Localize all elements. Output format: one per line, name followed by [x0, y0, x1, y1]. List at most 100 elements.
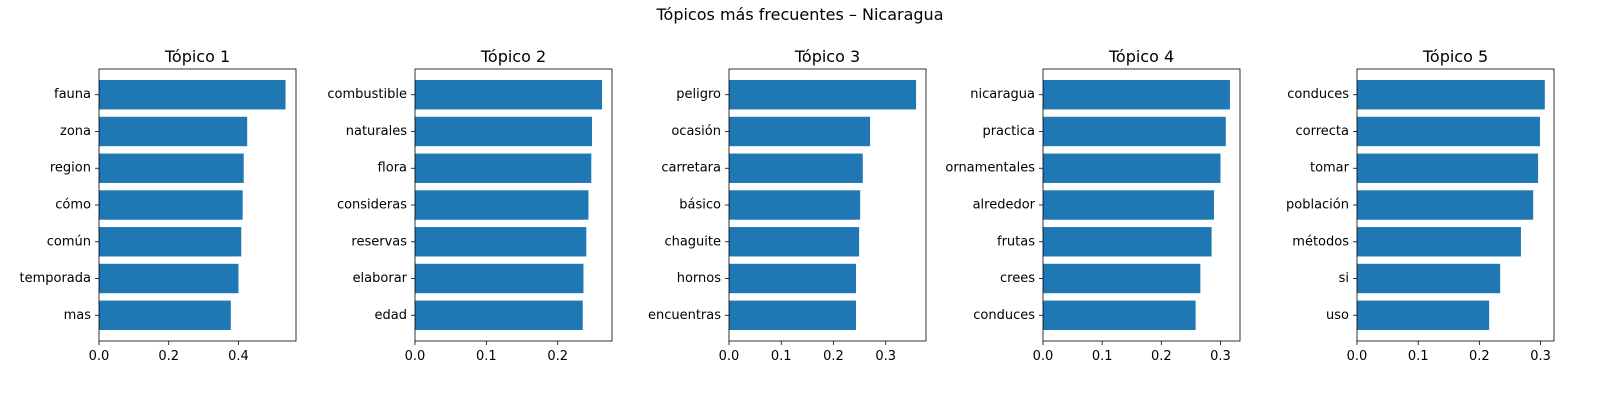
category-label: practica [982, 124, 1035, 139]
bar [1357, 263, 1501, 294]
bar [99, 300, 231, 330]
x-tick-label: 0.0 [719, 349, 740, 364]
subplot-1: fauna zona region cómo común temporada mas 0.0 0… [20, 47, 297, 364]
bar [1357, 116, 1540, 147]
x-tick-label: 0.2 [1151, 349, 1172, 364]
x-tick-label: 0.2 [1469, 349, 1490, 364]
category-label: ornamentales [945, 161, 1035, 176]
bar [729, 300, 856, 330]
category-label: tomar [1310, 161, 1350, 176]
category-label: temporada [20, 271, 92, 286]
x-tick-label: 0.0 [1347, 349, 1368, 364]
category-label: cómo [55, 198, 91, 213]
bar [415, 300, 583, 330]
subplot-2: combustible naturales flora consideras reser… [327, 47, 613, 364]
axes-frame [1042, 68, 1241, 342]
category-label: uso [1326, 308, 1349, 323]
bar [1357, 153, 1539, 183]
x-tick-label: 0.3 [1530, 349, 1551, 364]
x-tick-label: 0.1 [476, 349, 497, 364]
x-tick-label: 0.3 [1210, 349, 1231, 364]
category-label: correcta [1296, 124, 1350, 139]
category-label: naturales [346, 124, 407, 139]
bar [415, 116, 593, 147]
category-label: fauna [54, 87, 91, 102]
category-label: zona [60, 124, 91, 139]
category-label: edad [375, 308, 407, 323]
category-label: frutas [997, 234, 1035, 249]
subplot-3: peligro ocasión carretara básico chaguite hor… [648, 47, 927, 364]
category-label: si [1339, 271, 1349, 286]
bar [415, 80, 603, 110]
bar [99, 116, 248, 147]
x-tick-label: 0.1 [771, 349, 792, 364]
category-label: básico [679, 198, 721, 213]
bar [1043, 80, 1230, 110]
bar [1357, 227, 1521, 257]
bar [729, 190, 861, 220]
category-label: conduces [1287, 87, 1349, 102]
category-label: encuentras [648, 308, 721, 323]
bar [1043, 300, 1196, 330]
bar [99, 263, 239, 294]
category-label: crees [1000, 271, 1035, 286]
figure-title: Tópicos más frecuentes – Nicaragua [656, 5, 944, 24]
x-tick-label: 0.0 [1033, 349, 1054, 364]
bar [729, 263, 856, 294]
category-label: combustible [327, 87, 407, 102]
bar [1043, 190, 1214, 220]
category-label: flora [378, 161, 407, 176]
x-tick-label: 0.4 [228, 349, 249, 364]
subplot-4: nicaragua practica ornamentales alrededor fr… [945, 47, 1241, 364]
bar [1043, 227, 1212, 257]
bar [1043, 116, 1226, 147]
bar [1357, 80, 1545, 110]
x-tick-label: 0.2 [823, 349, 844, 364]
category-label: hornos [677, 271, 722, 286]
category-label: consideras [337, 198, 407, 213]
bar [729, 80, 917, 110]
category-label: métodos [1292, 234, 1349, 249]
bar [729, 227, 860, 257]
axes-frame [1356, 68, 1555, 342]
x-tick-label: 0.1 [1092, 349, 1113, 364]
axes-frame [98, 68, 297, 342]
bar [1357, 300, 1490, 330]
category-label: común [47, 234, 91, 249]
bar [1357, 190, 1534, 220]
category-label: alrededor [973, 198, 1036, 213]
category-label: region [50, 161, 91, 176]
subplot-title: Tópico 5 [1422, 47, 1488, 66]
x-tick-label: 0.0 [89, 349, 110, 364]
category-label: población [1286, 198, 1349, 213]
category-label: mas [64, 308, 92, 323]
category-label: reservas [351, 234, 407, 249]
subplot-5: conduces correcta tomar población métodos si u… [1286, 47, 1555, 364]
bar [1043, 263, 1201, 294]
bar [415, 153, 592, 183]
axes-frame [728, 68, 927, 342]
bar [415, 263, 584, 294]
bar [415, 227, 587, 257]
subplot-title: Tópico 3 [794, 47, 860, 66]
x-tick-label: 0.0 [405, 349, 426, 364]
subplot-title: Tópico 4 [1108, 47, 1174, 66]
category-label: chaguite [664, 234, 721, 249]
x-tick-label: 0.3 [875, 349, 896, 364]
category-label: elaborar [353, 271, 408, 286]
category-label: nicaragua [970, 87, 1035, 102]
category-label: carretara [661, 161, 721, 176]
bar [99, 153, 244, 183]
category-label: peligro [676, 87, 721, 102]
bar [415, 190, 589, 220]
axes-frame [414, 68, 613, 342]
bar [99, 80, 286, 110]
x-tick-label: 0.2 [158, 349, 179, 364]
bar [729, 116, 871, 147]
bar [99, 190, 243, 220]
bar [99, 227, 242, 257]
x-tick-label: 0.2 [547, 349, 568, 364]
category-label: conduces [973, 308, 1035, 323]
subplot-title: Tópico 2 [480, 47, 546, 66]
